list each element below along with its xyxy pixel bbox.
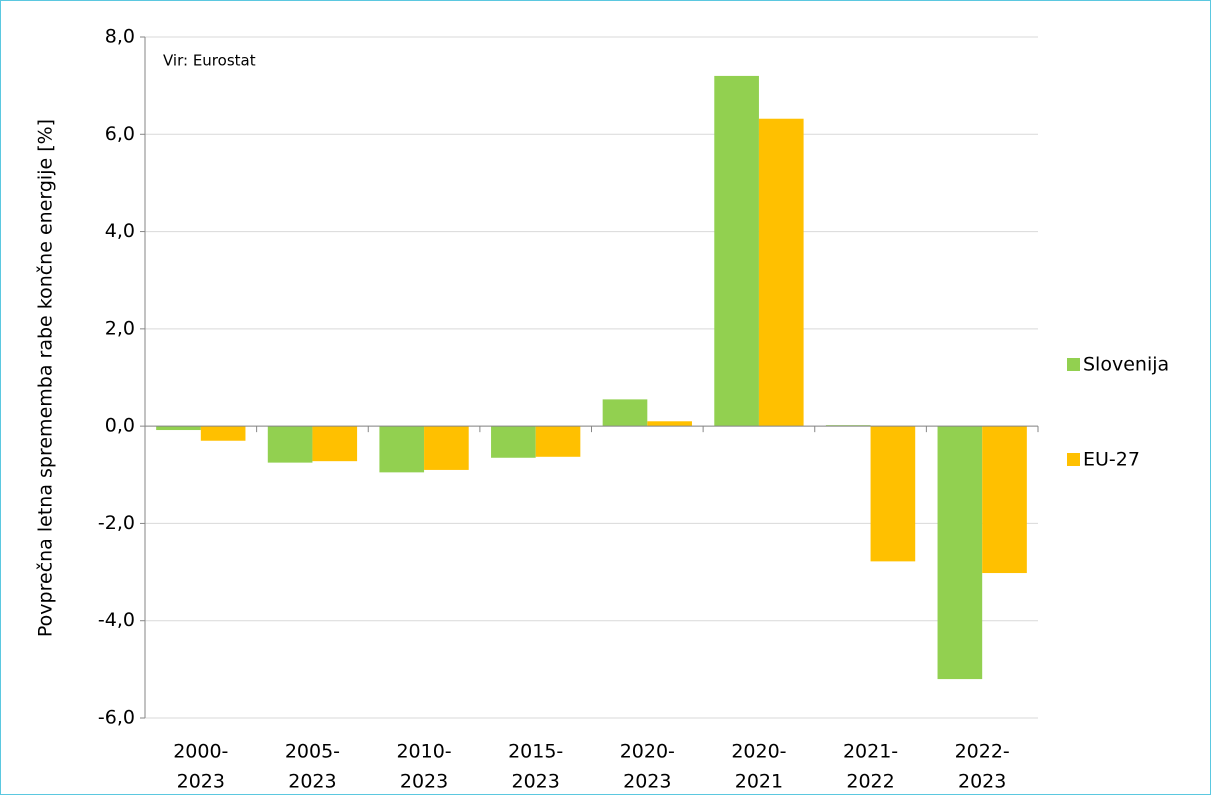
y-tick-label: 6,0 [105,123,135,145]
bar [156,426,201,431]
x-tick-label: 2021- [843,741,898,763]
y-axis-label: Povprečna letna sprememba rabe končne en… [35,119,57,637]
x-tick-label: 2015- [508,741,563,763]
y-tick-label: -6,0 [98,707,135,729]
bar [379,426,425,473]
legend-label: EU-27 [1083,449,1140,471]
bar [424,426,469,470]
bar [491,426,536,458]
x-tick-label: 2020- [620,741,675,763]
bar [758,118,804,427]
x-tick-label: 2020- [731,741,786,763]
bar [535,426,581,457]
x-tick-label: 2022- [955,741,1010,763]
y-tick-label: -4,0 [98,609,135,631]
x-tick-label: 2023 [512,771,560,793]
bar [714,75,759,427]
bar [647,421,692,427]
bar [312,426,358,462]
bar [602,399,648,427]
y-tick-label: 4,0 [105,220,135,242]
legend-swatch [1067,358,1080,371]
x-tick-label: 2022 [846,771,894,793]
annotation: Vir: Eurostat [163,52,256,70]
x-tick-label: 2023 [177,771,225,793]
bar [982,426,1027,574]
x-tick-label: 2023 [958,771,1006,793]
bar [267,426,313,463]
x-tick-label: 2023 [400,771,448,793]
x-tick-label: 2023 [623,771,671,793]
legend-label: Slovenija [1083,354,1169,376]
x-tick-label: 2023 [288,771,336,793]
x-tick-label: 2005- [285,741,340,763]
bar [200,426,246,441]
x-tick-label: 2021 [735,771,783,793]
y-tick-label: 0,0 [105,415,135,437]
bar [937,426,983,680]
y-tick-label: 2,0 [105,317,135,339]
x-tick-label: 2010- [396,741,451,763]
legend-swatch [1067,453,1080,466]
y-tick-label: -2,0 [98,512,135,534]
y-tick-label: 8,0 [105,26,135,48]
bar [870,426,916,562]
x-tick-label: 2000- [173,741,228,763]
